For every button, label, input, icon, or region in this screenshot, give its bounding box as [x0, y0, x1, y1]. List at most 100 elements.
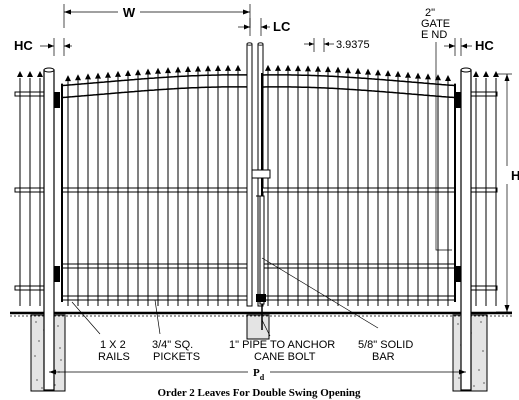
picket-finial	[37, 71, 43, 77]
picket-finial	[285, 64, 291, 71]
gate-leaf-right	[261, 64, 456, 306]
latch-cap-left	[246, 42, 253, 46]
picket-finial	[473, 71, 479, 77]
picket-finial	[305, 65, 311, 72]
picket-finial	[95, 72, 101, 79]
picket-finial	[125, 70, 131, 77]
label-bar-1: 5/8" SOLID	[358, 339, 413, 351]
leader-pickets	[154, 299, 161, 335]
picket-finial	[315, 65, 321, 72]
picket-finial	[345, 67, 351, 74]
gate-end-leader	[435, 42, 452, 251]
gate-rail	[61, 187, 251, 193]
dimension-w	[63, 4, 251, 28]
label-hc-left: HC	[14, 38, 33, 53]
ground-line	[10, 311, 512, 317]
picket-finial	[435, 74, 441, 81]
picket-finial	[335, 66, 341, 73]
picket-finial	[265, 64, 271, 71]
label-gate-end-2: GATE	[421, 18, 450, 30]
label-pd-sub: d	[260, 373, 265, 382]
picket-finial	[405, 71, 411, 78]
fence-section-left	[14, 71, 45, 306]
picket-finial	[355, 67, 361, 74]
gate-arch-rail-top	[61, 74, 250, 87]
label-pipe-2: CANE BOLT	[254, 351, 316, 363]
picket-finial	[275, 64, 281, 71]
picket-finial	[215, 65, 221, 72]
gate-rail	[61, 263, 251, 269]
label-lc: LC	[273, 19, 291, 34]
label-gate-end-1: 2"	[425, 7, 435, 19]
picket-finial	[27, 71, 33, 77]
fence-rail	[470, 285, 498, 291]
label-h: H	[511, 168, 519, 183]
picket-finial	[105, 71, 111, 78]
label-pickets-2: PICKETS	[153, 351, 200, 363]
post-left	[43, 67, 55, 391]
leader-rails	[71, 301, 101, 335]
label-rails-1: 1 X 2	[100, 339, 126, 351]
dimension-hc-left	[40, 38, 72, 56]
dimension-hc-right	[444, 38, 472, 56]
hinge-left-top	[54, 92, 60, 108]
dimension-spacing	[304, 38, 334, 52]
picket-finial	[415, 72, 421, 79]
picket-finial	[195, 65, 201, 72]
dimension-lc	[238, 18, 270, 36]
label-pipe-1: 1" PIPE TO ANCHOR	[229, 339, 335, 351]
center-latch	[251, 169, 271, 330]
picket-finial	[295, 65, 301, 72]
picket-finial	[175, 66, 181, 73]
dimension-h	[496, 73, 512, 313]
label-spacing: 3.9375	[336, 39, 370, 51]
hinge-right-top	[455, 92, 461, 108]
gate-rail	[61, 295, 251, 301]
picket-finial	[385, 70, 391, 77]
leader-pipe	[261, 319, 271, 337]
gate-leaf-left	[61, 42, 264, 307]
picket-finial	[225, 64, 231, 71]
picket-finial	[65, 75, 71, 82]
picket-finial	[325, 66, 331, 73]
picket-finial	[115, 70, 121, 77]
fence-rail	[470, 187, 498, 193]
picket-finial	[483, 71, 489, 77]
label-rails-2: RAILS	[98, 351, 130, 363]
fence-section-right	[470, 71, 499, 306]
label-bar-2: BAR	[372, 351, 395, 363]
picket-finial	[375, 69, 381, 76]
label-hc-right: HC	[475, 38, 494, 53]
dimension-pd	[49, 369, 466, 375]
picket-finial	[445, 75, 451, 82]
picket-finial	[235, 64, 241, 71]
picket-finial	[135, 69, 141, 76]
picket-finial	[155, 67, 161, 74]
picket-finial	[425, 73, 431, 80]
label-gate-end-3: E ND	[421, 29, 447, 41]
caption: Order 2 Leaves For Double Swing Opening	[157, 387, 361, 399]
footing-center	[246, 314, 270, 340]
picket-finial	[165, 67, 171, 74]
leader-bar	[261, 257, 379, 329]
picket-finial	[185, 66, 191, 73]
label-pickets-1: 3/4" SQ.	[152, 339, 193, 351]
latch-cap-right	[257, 42, 264, 46]
picket-finial	[145, 68, 151, 75]
picket-finial	[365, 68, 371, 75]
hinge-left-bottom	[54, 266, 60, 282]
picket-finial	[85, 73, 91, 80]
hinge-right-bottom	[455, 266, 461, 282]
post-right	[460, 67, 472, 391]
gate-arch-rail-bottom	[61, 86, 250, 99]
picket-finial	[205, 65, 211, 72]
label-pd-main: P	[253, 367, 260, 379]
label-w: W	[123, 5, 136, 20]
picket-finial	[395, 70, 401, 77]
picket-finial	[17, 71, 23, 77]
picket-finial	[75, 74, 81, 81]
fence-rail	[470, 91, 498, 97]
latch-stile-left	[246, 43, 253, 307]
label-pd: Pd	[253, 367, 265, 382]
